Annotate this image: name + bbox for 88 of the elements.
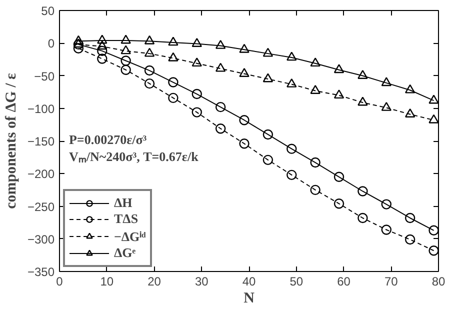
point: [286, 170, 297, 180]
point: [404, 212, 416, 224]
annotation: Vₘ/N~240σ³, T=0.67ε/k: [68, 149, 200, 164]
point: [97, 34, 108, 44]
x-tick-label: 20: [148, 274, 162, 288]
point: [381, 199, 392, 210]
point: [144, 48, 155, 57]
point: [262, 154, 274, 166]
point: [97, 54, 108, 64]
point: [192, 88, 202, 100]
point: [310, 84, 320, 94]
point: [97, 40, 108, 50]
point: [168, 92, 178, 104]
point: [97, 46, 108, 56]
point: [428, 246, 438, 256]
point: [120, 34, 131, 44]
legend-label: −ΔGⁱᵈ: [114, 228, 146, 245]
point: [215, 102, 226, 112]
x-tick-label: 80: [432, 274, 446, 288]
y-tick-label: −300: [27, 232, 55, 246]
point: [358, 186, 368, 196]
y-tick-label: 50: [41, 4, 55, 18]
point: [334, 64, 344, 74]
legend-label: TΔS: [114, 211, 138, 227]
point: [310, 58, 320, 67]
x-tick-label: 10: [100, 274, 114, 288]
point: [358, 212, 368, 224]
point: [73, 35, 84, 44]
point: [381, 77, 392, 86]
point: [120, 45, 131, 54]
point: [381, 224, 392, 235]
point: [404, 234, 416, 245]
annotation: P=0.00270ε/σ³: [68, 132, 147, 148]
point: [334, 198, 344, 209]
point: [239, 138, 250, 149]
point: [239, 115, 250, 126]
y-tick-label: −250: [27, 200, 55, 214]
point: [262, 48, 274, 57]
point: [310, 157, 320, 168]
y-tick-label: −100: [27, 102, 55, 116]
point: [73, 43, 84, 54]
point: [428, 225, 438, 236]
point: [239, 44, 250, 53]
legend-label: ΔH: [114, 195, 134, 211]
y-axis-title: components of ΔG / ε: [3, 72, 20, 209]
point: [215, 40, 226, 49]
point: [192, 107, 202, 118]
point: [286, 52, 297, 61]
x-tick-label: 30: [194, 274, 209, 288]
y-tick-label: −200: [27, 167, 55, 182]
x-tick-label: 50: [290, 274, 304, 288]
point: [334, 90, 344, 99]
point: [215, 62, 226, 72]
y-tick-label: −150: [27, 134, 55, 148]
point: [358, 70, 368, 79]
point: [428, 114, 438, 124]
point: [168, 52, 178, 62]
point: [168, 36, 178, 46]
point: [262, 73, 274, 82]
x-tick-label: 40: [242, 274, 256, 288]
legend-label: ΔGᵉ: [114, 245, 136, 261]
point: [144, 78, 155, 89]
point: [192, 38, 202, 47]
point: [144, 65, 155, 76]
point: [428, 94, 438, 104]
y-tick-label: 0: [48, 36, 55, 51]
point: [144, 35, 155, 44]
point: [168, 77, 178, 88]
point: [334, 172, 344, 182]
point: [239, 68, 250, 77]
y-tick-label: −350: [27, 265, 55, 279]
point: [192, 58, 202, 67]
point: [262, 129, 274, 140]
point: [310, 184, 320, 196]
point: [120, 64, 131, 75]
y-tick-label: −50: [34, 69, 55, 84]
point: [404, 84, 416, 94]
point: [404, 108, 416, 118]
point: [286, 144, 297, 154]
x-tick-label: 0: [56, 274, 64, 288]
point: [381, 102, 392, 111]
point: [215, 124, 226, 134]
point: [358, 96, 368, 106]
x-tick-label: 60: [337, 274, 351, 288]
point: [286, 78, 297, 88]
x-axis-title: N: [244, 290, 255, 306]
point: [120, 56, 131, 66]
x-tick-label: 70: [384, 274, 398, 288]
